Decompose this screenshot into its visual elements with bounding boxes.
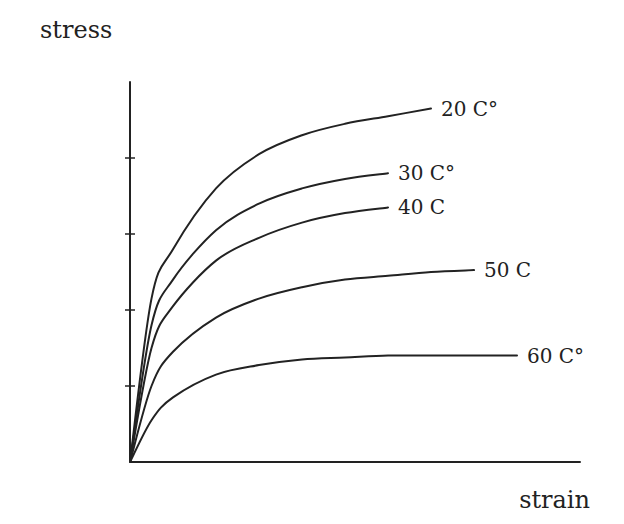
- chart: stress strain 20 C° 30 C° 40 C 50 C 60 C°: [0, 0, 624, 524]
- curve-label: 20 C°: [441, 97, 498, 121]
- y-axis: [129, 82, 131, 462]
- curve-label: 40 C: [398, 195, 445, 219]
- x-axis-title: strain: [519, 486, 590, 514]
- curve-label: 60 C°: [527, 344, 584, 368]
- y-tick: [125, 233, 135, 235]
- y-tick: [125, 385, 135, 387]
- plot-area: [130, 109, 517, 462]
- curve: [130, 173, 388, 462]
- curve: [130, 109, 431, 462]
- x-axis: [130, 461, 580, 463]
- curve: [130, 270, 474, 462]
- curve-label: 50 C: [484, 258, 531, 282]
- y-tick: [125, 309, 135, 311]
- y-axis-title: stress: [40, 16, 112, 44]
- curve-label: 30 C°: [398, 161, 455, 185]
- curve: [130, 355, 517, 462]
- y-tick: [125, 157, 135, 159]
- curve: [130, 207, 388, 462]
